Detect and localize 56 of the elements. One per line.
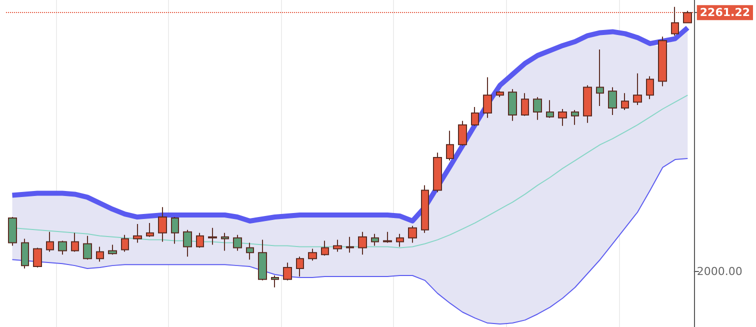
candlestick (608, 86, 617, 116)
candlestick (358, 231, 367, 256)
candlestick (208, 227, 217, 246)
candlestick (371, 233, 379, 246)
candlestick (483, 76, 492, 118)
candlestick (171, 216, 179, 244)
candlestick (433, 152, 442, 193)
candlestick (421, 184, 429, 234)
candlestick (183, 229, 192, 258)
candlestick (158, 206, 167, 242)
candlestick (333, 239, 342, 252)
candlestick (471, 106, 479, 126)
line-series (12, 158, 688, 325)
candlestick (258, 239, 267, 281)
candlestick (383, 231, 392, 244)
candlestick (633, 72, 642, 106)
candlestick (196, 232, 204, 248)
candlestick (546, 100, 554, 118)
candlestick (271, 274, 279, 288)
candlestick (146, 222, 154, 238)
candlestick (621, 92, 629, 110)
candlestick (458, 120, 467, 146)
candlestick (571, 109, 579, 126)
candlestick (71, 232, 79, 252)
candlestick (646, 76, 654, 100)
candlestick (396, 233, 404, 248)
candlestick (21, 238, 29, 270)
candlestick (296, 256, 304, 277)
candlestick (521, 92, 529, 116)
candlestick (596, 49, 604, 107)
candlestick (321, 240, 329, 256)
candlestick (308, 248, 317, 262)
candlestick (233, 234, 242, 252)
candlestick (583, 84, 592, 124)
candlestick (533, 96, 542, 120)
candlestick (83, 235, 92, 260)
candlestick (408, 225, 417, 244)
candlestick (558, 108, 567, 126)
candlestick (108, 244, 117, 256)
candlestick (658, 36, 667, 87)
candlestick (346, 236, 354, 254)
candlestick (121, 234, 129, 252)
y-tick-label: 2000.00 (696, 265, 742, 278)
candlestick (96, 246, 104, 262)
candlestick (508, 88, 517, 122)
candlestick (58, 240, 67, 256)
candlestick (133, 223, 142, 244)
y-tick-label: 2261.22 (700, 6, 750, 20)
candlestick (446, 130, 454, 162)
candlestick (221, 232, 229, 252)
candlestick (33, 247, 42, 268)
candlestick (246, 242, 254, 260)
candlestick (46, 231, 54, 252)
candlestick (8, 216, 17, 246)
candlestick (496, 90, 504, 98)
candlestick (283, 262, 292, 281)
